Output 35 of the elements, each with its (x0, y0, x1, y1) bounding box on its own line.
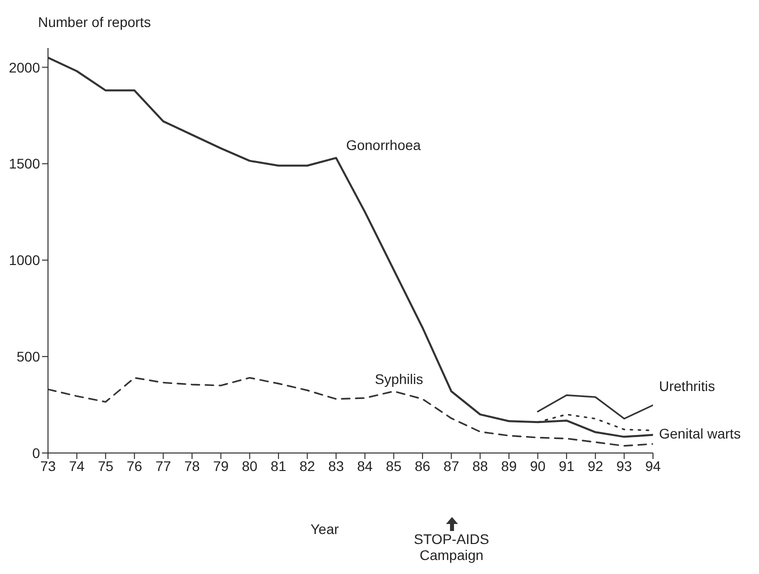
x-tick-label: 77 (155, 458, 172, 474)
x-tick-label: 94 (645, 458, 661, 474)
x-tick-label: 75 (98, 458, 114, 474)
x-tick-label: 80 (242, 458, 258, 474)
x-tick-label: 93 (616, 458, 632, 474)
text: STOP-AIDS Campaign (412, 531, 490, 563)
y-tick-label: 1000 (8, 252, 40, 268)
y-tick-label: 1500 (8, 156, 40, 172)
y-tick-label: 0 (32, 444, 40, 461)
x-tick-label: 76 (126, 458, 142, 474)
x-tick-label: 73 (40, 458, 56, 474)
y-axis-title: Number of reports (38, 14, 151, 30)
x-tick-label: 90 (530, 458, 546, 474)
x-tick-label: 84 (357, 458, 373, 474)
x-tick-label: 78 (184, 458, 200, 474)
x-tick-label: 81 (270, 458, 286, 474)
x-axis-title: Year (310, 521, 339, 537)
series-label: Gonorrhoea (346, 136, 422, 153)
x-tick-label: 82 (299, 458, 316, 474)
x-tick-label: 92 (588, 458, 604, 474)
x-tick-label: 88 (472, 458, 488, 474)
x-tick-label: 85 (386, 458, 402, 474)
x-tick-label: 87 (444, 458, 460, 474)
x-tick-label: 83 (328, 458, 344, 474)
y-tick-label: 2000 (8, 59, 40, 76)
x-tick-label: 79 (213, 458, 229, 474)
x-tick-label: 86 (414, 458, 431, 474)
series-label: Urethritis (659, 378, 716, 394)
line-series (536, 394, 653, 420)
y-tick-label: 500 (16, 348, 40, 365)
x-tick-label: 91 (558, 458, 575, 474)
series-label: Syphilis (374, 371, 424, 388)
x-tick-label: 89 (501, 458, 517, 474)
series-label: Genital warts (659, 425, 741, 442)
x-tick-label: 74 (69, 458, 85, 474)
